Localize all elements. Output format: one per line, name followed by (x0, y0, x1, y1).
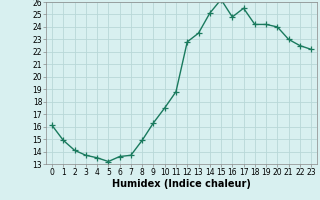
X-axis label: Humidex (Indice chaleur): Humidex (Indice chaleur) (112, 179, 251, 189)
